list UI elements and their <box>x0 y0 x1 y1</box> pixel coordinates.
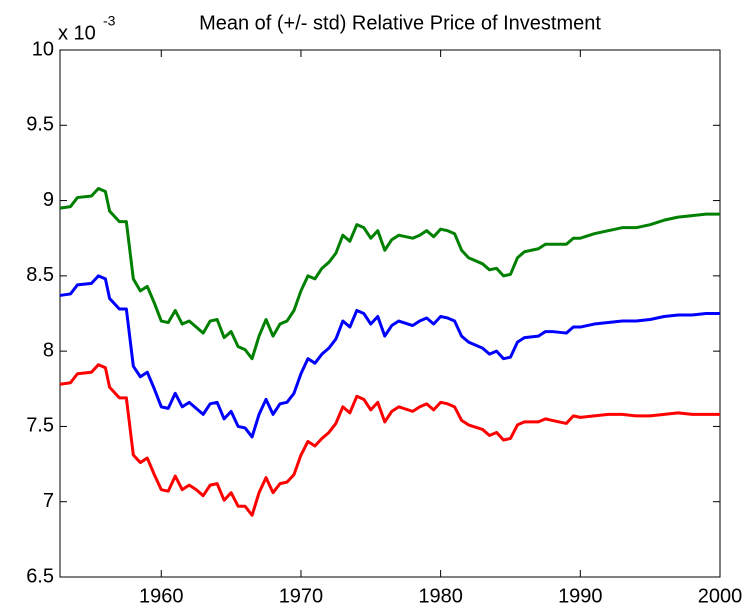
y-tick-label: 10 <box>32 38 54 60</box>
chart-title: Mean of (+/- std) Relative Price of Inve… <box>199 12 601 34</box>
x-tick-label: 1970 <box>279 585 324 607</box>
y-tick-label: 9 <box>43 189 54 211</box>
y-exponent: -3 <box>103 13 116 29</box>
y-tick-label: 7.5 <box>26 415 54 437</box>
x-tick-label: 1980 <box>418 585 463 607</box>
series-line <box>59 363 720 517</box>
series-line <box>59 187 720 361</box>
x-tick-label: 1990 <box>558 585 603 607</box>
y-exponent-base: x 10 <box>58 22 96 44</box>
y-tick-label: 7 <box>43 490 54 512</box>
x-tick-label: 1960 <box>139 585 184 607</box>
x-tick-label: 2000 <box>698 585 743 607</box>
y-tick-label: 6.5 <box>26 565 54 587</box>
y-tick-label: 9.5 <box>26 114 54 136</box>
series-line <box>59 274 720 439</box>
y-tick-label: 8.5 <box>26 264 54 286</box>
y-tick-label: 8 <box>43 339 54 361</box>
